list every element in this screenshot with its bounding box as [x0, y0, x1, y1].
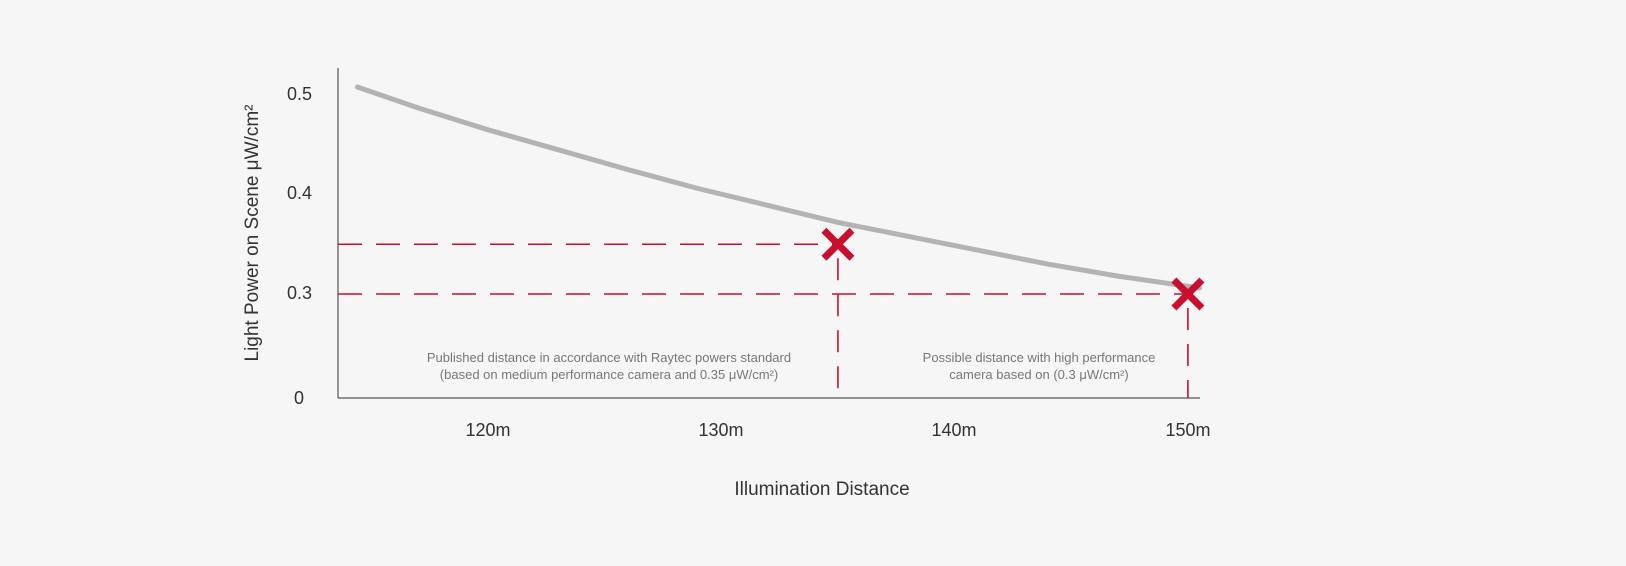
x-marker-stroke — [821, 227, 855, 261]
markers — [821, 227, 1205, 311]
annotation-line: Possible distance with high performance — [923, 350, 1156, 365]
annotation-possible: Possible distance with high performance … — [923, 350, 1156, 382]
annotation-line: (based on medium performance camera and … — [440, 367, 778, 382]
x-tick-labels: 120m 130m 140m 150m — [465, 420, 1210, 440]
x-tick-label: 130m — [698, 420, 743, 440]
annotation-published: Published distance in accordance with Ra… — [427, 350, 791, 382]
x-marker — [1171, 277, 1205, 311]
y-tick-label: 0.4 — [287, 183, 312, 203]
x-tick-label: 120m — [465, 420, 510, 440]
y-tick-label: 0 — [294, 388, 304, 408]
y-axis-title: Light Power on Scene μW/cm² — [242, 105, 263, 362]
x-marker-stroke — [1171, 277, 1205, 311]
y-tick-label: 0.3 — [287, 283, 312, 303]
x-axis-title: Illumination Distance — [734, 479, 909, 500]
reference-lines — [338, 243, 1189, 398]
y-tick-label: 0.5 — [287, 84, 312, 104]
annotation-line: camera based on (0.3 μW/cm²) — [949, 367, 1128, 382]
x-tick-label: 150m — [1165, 420, 1210, 440]
x-marker — [821, 227, 855, 261]
annotation-line: Published distance in accordance with Ra… — [427, 350, 791, 365]
y-tick-labels: 0 0.3 0.4 0.5 — [287, 84, 312, 408]
series-line — [354, 84, 1203, 291]
x-tick-label: 140m — [931, 420, 976, 440]
